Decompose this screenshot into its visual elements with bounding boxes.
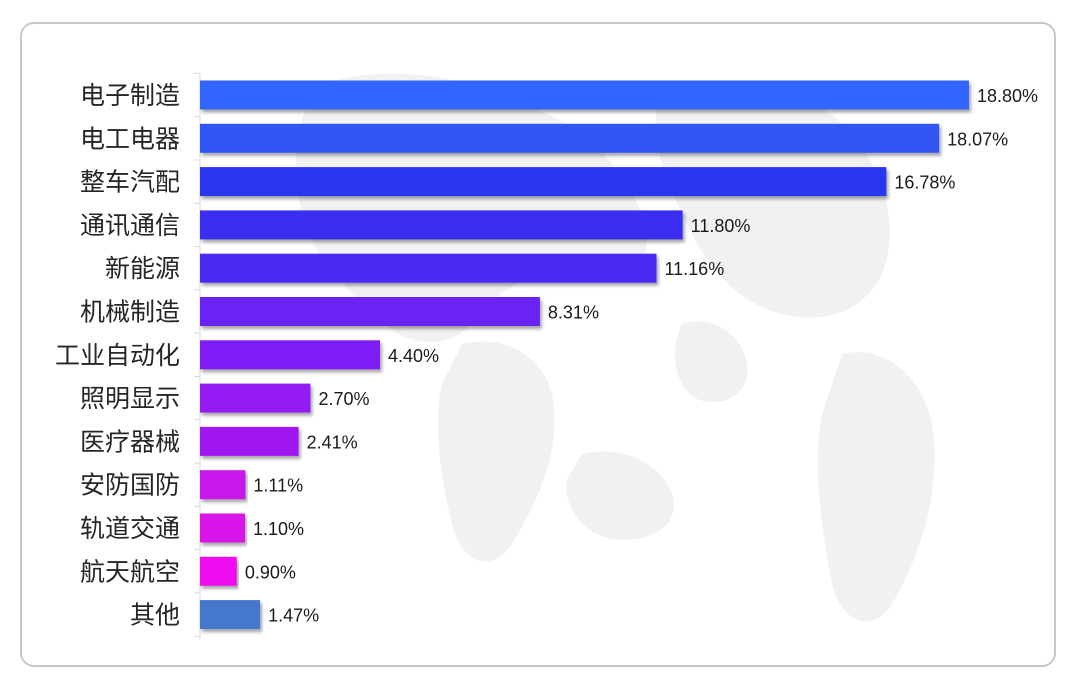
category-label: 通讯通信 — [80, 211, 180, 240]
bar-3 — [200, 210, 683, 240]
bar-11 — [200, 556, 237, 586]
value-label: 2.41% — [307, 432, 358, 452]
category-label: 医疗器械 — [80, 427, 180, 456]
value-label: 4.40% — [388, 346, 439, 366]
category-label: 航天航空 — [80, 557, 180, 586]
value-label: 11.80% — [691, 216, 751, 236]
category-label: 电工电器 — [80, 124, 180, 153]
value-label: 8.31% — [548, 303, 599, 323]
category-label: 安防国防 — [80, 471, 180, 500]
category-label: 其他 — [130, 601, 180, 630]
value-label: 0.90% — [245, 562, 296, 582]
value-label: 11.16% — [664, 259, 724, 279]
category-label: 机械制造 — [80, 298, 180, 327]
bar-chart: 电子制造电工电器整车汽配通讯通信新能源机械制造工业自动化照明显示医疗器械安防国防… — [55, 72, 1038, 639]
value-labels: 18.80% 18.07% 16.78% 11.80% 11.16% 8.31% 4.40%… — [245, 86, 1038, 626]
bar-0 — [200, 80, 969, 110]
bar-9 — [200, 470, 246, 500]
y-axis-ticks — [194, 72, 200, 637]
chart-card: 电子制造电工电器整车汽配通讯通信新能源机械制造工业自动化照明显示医疗器械安防国防… — [20, 22, 1056, 667]
category-label: 新能源 — [105, 254, 180, 283]
value-label: 16.78% — [894, 173, 955, 193]
bar-6 — [200, 340, 380, 370]
bar-2 — [200, 167, 887, 197]
bar-4 — [200, 253, 657, 283]
bar-12 — [200, 600, 261, 630]
bar-1 — [200, 123, 940, 153]
bar-7 — [200, 383, 311, 413]
category-label: 照明显示 — [80, 384, 180, 413]
category-label: 整车汽配 — [80, 168, 180, 197]
value-label: 1.11% — [253, 476, 303, 496]
category-labels: 电子制造电工电器整车汽配通讯通信新能源机械制造工业自动化照明显示医疗器械安防国防… — [55, 81, 180, 630]
category-label: 轨道交通 — [80, 514, 180, 543]
bar-5 — [200, 297, 540, 326]
bar-10 — [200, 513, 245, 543]
value-label: 18.80% — [977, 86, 1038, 106]
bars-group — [200, 80, 969, 630]
value-label: 1.47% — [268, 606, 319, 626]
value-label: 1.10% — [253, 519, 304, 539]
value-label: 2.70% — [318, 389, 369, 409]
category-label: 电子制造 — [80, 81, 180, 110]
value-label: 18.07% — [947, 129, 1008, 149]
bar-8 — [200, 426, 299, 456]
category-label: 工业自动化 — [55, 341, 180, 370]
